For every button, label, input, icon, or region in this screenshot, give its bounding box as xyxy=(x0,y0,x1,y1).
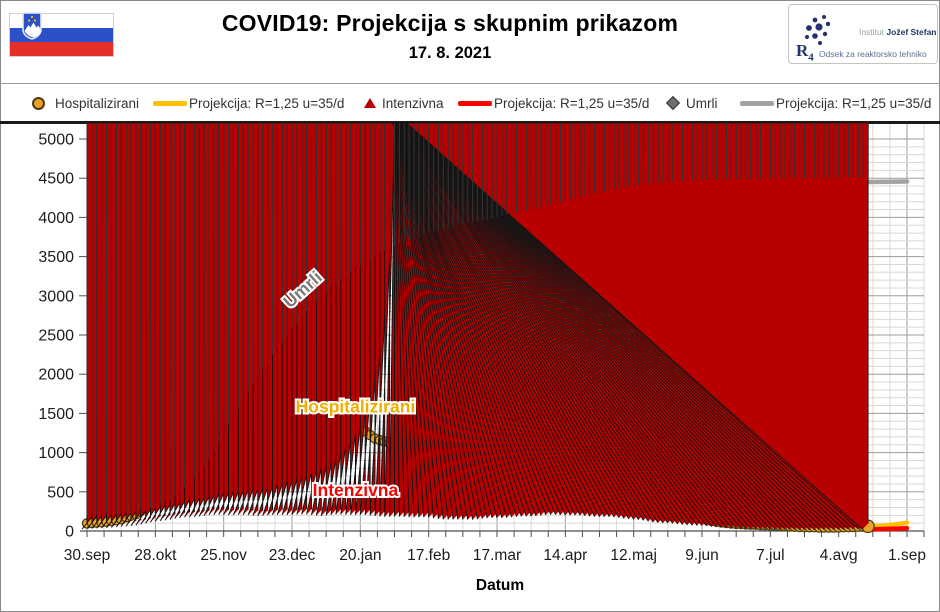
svg-text:20.jan: 20.jan xyxy=(339,547,381,564)
legend-item-umrli: Umrli xyxy=(665,86,718,120)
svg-text:4.avg: 4.avg xyxy=(820,547,858,564)
legend-item-intenzivna: Intenzivna xyxy=(364,86,444,120)
projection-chart: 0 500 1000 1500 2000 2500 3000 3500 4000 4500 5000… xyxy=(0,122,940,594)
legend-item-projekcija-r-1-25-u-35-d: Projekcija: R=1,25 u=35/d xyxy=(740,86,931,120)
header: COVID19: Projekcija s skupnim prikazom 1… xyxy=(0,0,940,83)
chart-legend: Hospitalizirani Projekcija: R=1,25 u=35/d… xyxy=(0,86,940,120)
annotation-intenzivna: Intenzivna xyxy=(313,480,399,500)
legend-item-projekcija-r-1-25-u-35-d: Projekcija: R=1,25 u=35/d xyxy=(153,86,344,120)
series-umrli-markers xyxy=(86,122,869,515)
svg-text:17.mar: 17.mar xyxy=(473,547,521,564)
projection-line-intenzivna xyxy=(865,525,910,532)
legend-item-hospitalizirani: Hospitalizirani xyxy=(32,86,139,120)
legend-label: Umrli xyxy=(686,95,718,111)
legend-diamond-icon xyxy=(665,95,681,111)
svg-text:500: 500 xyxy=(47,484,74,501)
series-intenzivna-markers xyxy=(81,122,869,530)
svg-text:0: 0 xyxy=(65,524,74,541)
flag-coat-of-arms xyxy=(22,12,42,40)
r4-department-glyph: R4 xyxy=(796,41,814,64)
legend-item-projekcija-r-1-25-u-35-d: Projekcija: R=1,25 u=35/d xyxy=(458,86,649,120)
y-axis-labels: 0 500 1000 1500 2000 2500 3000 3500 4000 4500 5000 xyxy=(38,132,74,541)
svg-text:4500: 4500 xyxy=(38,171,74,188)
header-divider xyxy=(0,83,940,84)
report-date: 17. 8. 2021 xyxy=(408,44,492,62)
svg-text:12.maj: 12.maj xyxy=(610,547,657,564)
ijs-dots-logo-icon xyxy=(805,15,831,45)
svg-text:1500: 1500 xyxy=(38,406,74,423)
svg-text:2000: 2000 xyxy=(38,367,74,384)
institute-name: Institut Jožef Stefan xyxy=(859,27,937,37)
institute-logo-box: Institut Jožef Stefan R4 Odsek za reakto… xyxy=(788,4,938,64)
annotation-hospitalizirani: Hospitalizirani xyxy=(296,397,416,417)
legend-label: Hospitalizirani xyxy=(55,95,140,111)
legend-circle-icon xyxy=(32,96,45,110)
legend-line-icon xyxy=(458,100,492,106)
svg-text:2500: 2500 xyxy=(38,328,74,345)
institute-name-bold: Jožef Stefan xyxy=(886,27,937,37)
svg-text:14.apr: 14.apr xyxy=(543,547,587,564)
svg-text:1000: 1000 xyxy=(38,445,74,462)
svg-text:25.nov: 25.nov xyxy=(200,547,247,564)
svg-text:3000: 3000 xyxy=(38,288,74,305)
svg-text:5000: 5000 xyxy=(38,132,74,149)
x-axis-title: Datum xyxy=(476,577,524,594)
slovenia-flag xyxy=(9,12,114,57)
flag-red-stripe xyxy=(10,42,113,56)
svg-text:9.jun: 9.jun xyxy=(685,547,719,564)
legend-label: Projekcija: R=1,25 u=35/d xyxy=(776,95,932,111)
x-axis-labels: 30.sep 28.okt 25.nov 23.dec 20.jan 17.feb 17.m… xyxy=(64,547,926,564)
svg-text:28.okt: 28.okt xyxy=(134,547,177,564)
legend-label: Intenzivna xyxy=(382,95,444,111)
legend-triangle-icon xyxy=(364,98,376,108)
legend-line-icon xyxy=(153,100,187,106)
svg-text:1.sep: 1.sep xyxy=(888,547,926,564)
svg-text:4000: 4000 xyxy=(38,210,74,227)
department-name: Odsek za reaktorsko tehniko xyxy=(819,49,927,59)
legend-label: Projekcija: R=1,25 u=35/d xyxy=(189,95,345,111)
svg-text:3500: 3500 xyxy=(38,249,74,266)
legend-line-icon xyxy=(740,100,774,106)
svg-text:23.dec: 23.dec xyxy=(269,547,316,564)
institute-name-light: Institut xyxy=(859,27,885,37)
page-title: COVID19: Projekcija s skupnim prikazom xyxy=(221,10,679,36)
svg-text:17.feb: 17.feb xyxy=(407,547,450,564)
svg-text:7.jul: 7.jul xyxy=(756,547,784,564)
svg-text:30.sep: 30.sep xyxy=(64,547,111,564)
legend-label: Projekcija: R=1,25 u=35/d xyxy=(494,95,650,111)
